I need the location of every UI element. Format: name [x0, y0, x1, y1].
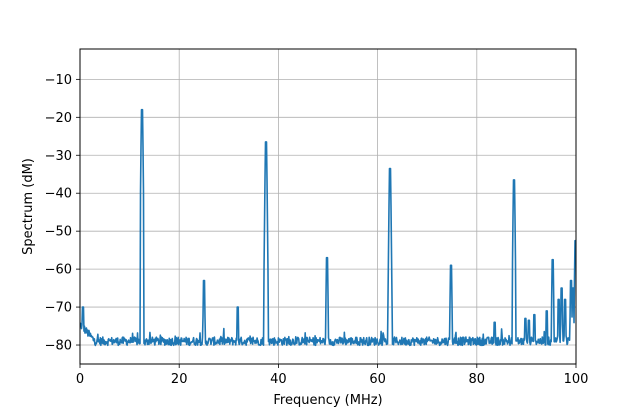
y-tick-label: −60: [45, 263, 72, 278]
x-tick-label: 100: [564, 372, 589, 387]
y-tick-label: −20: [45, 111, 72, 126]
y-tick-label: −70: [45, 301, 72, 316]
y-tick-label: −30: [45, 149, 72, 164]
x-tick-label: 80: [469, 372, 486, 387]
grid: [79, 49, 577, 364]
y-tick-label: −10: [45, 73, 72, 88]
x-tick-label: 0: [76, 372, 84, 387]
x-tick-label: 20: [171, 372, 188, 387]
y-axis-label: Spectrum (dM): [21, 158, 36, 255]
y-tick-label: −40: [45, 187, 72, 202]
x-tick-label: 60: [369, 372, 386, 387]
y-tick-label: −50: [45, 225, 72, 240]
ticks: 0 20 40 60 80 100 −80 −70 −60 −50 −40 −30 −20 −10: [45, 73, 589, 387]
x-axis-label: Frequency (MHz): [273, 393, 382, 408]
x-tick-label: 40: [270, 372, 287, 387]
spectrum-line: [80, 108, 576, 347]
y-tick-label: −80: [45, 339, 72, 354]
plot-frame: [79, 48, 577, 365]
series-layer: [80, 108, 576, 347]
